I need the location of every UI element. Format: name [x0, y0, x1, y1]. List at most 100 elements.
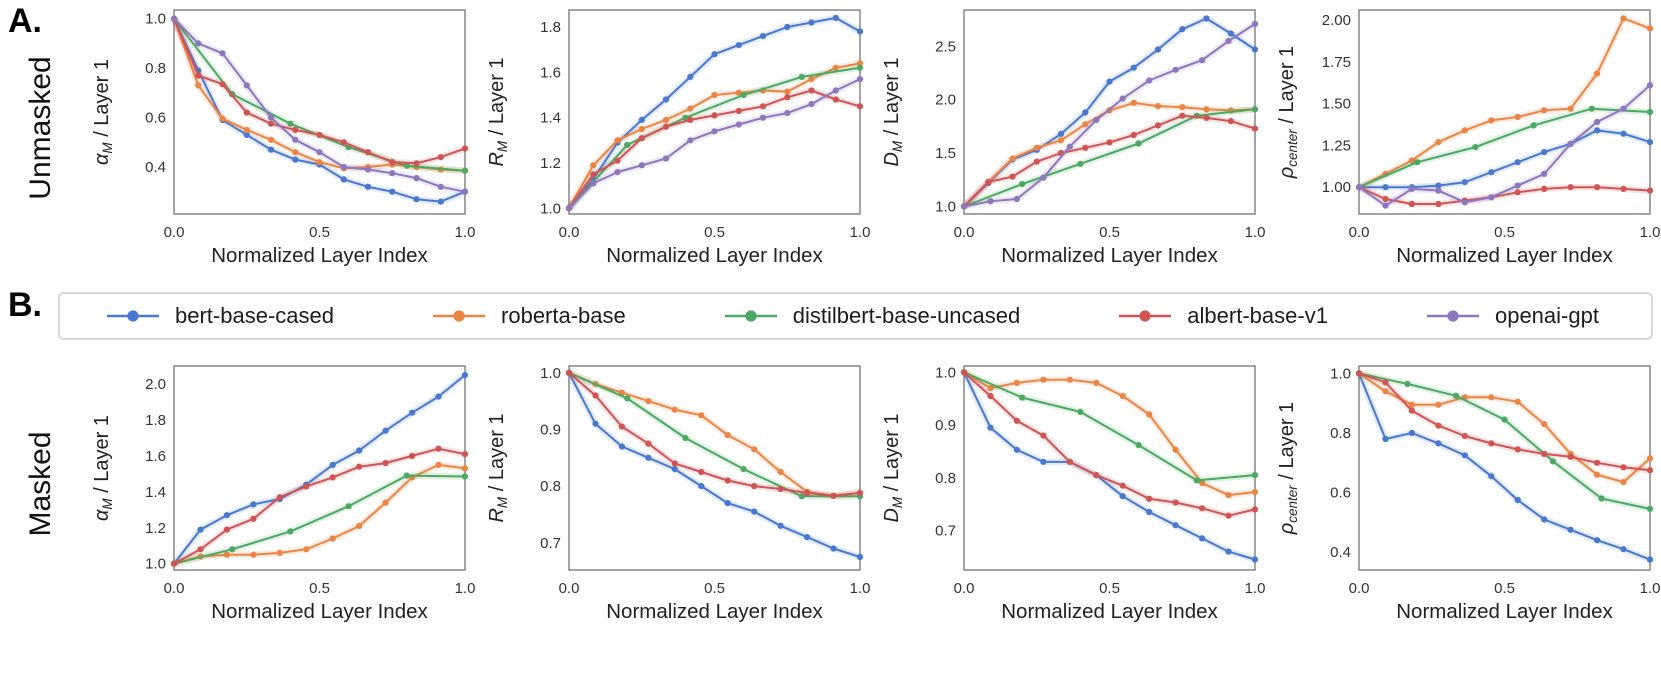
series-line-roberta-base — [568, 62, 861, 209]
y-tick-label: 2.00 — [1322, 12, 1351, 29]
y-tick-label: 1.0 — [935, 199, 956, 216]
x-tick-label: 0.5 — [704, 224, 725, 241]
series-line-bert-base-cased — [963, 371, 1256, 561]
y-tick-label: 1.0 — [1330, 365, 1351, 382]
series-line-openai-gpt — [1358, 84, 1651, 207]
legend-label: openai-gpt — [1494, 303, 1599, 328]
y-axis-label: αM / Layer 1 — [91, 415, 115, 521]
y-tick-label: 0.9 — [540, 421, 561, 438]
x-axis-label: Normalized Layer Index — [211, 600, 428, 623]
x-tick-label: 1.0 — [1640, 224, 1661, 241]
y-tick-label: 1.25 — [1322, 137, 1351, 154]
series-band-roberta-base — [1357, 15, 1652, 191]
y-tick-label: 0.8 — [145, 60, 166, 77]
y-tick-label: 0.8 — [1330, 425, 1351, 442]
x-tick-label: 1.0 — [850, 580, 871, 597]
legend-marker-albert-base-v1 — [1119, 310, 1172, 322]
legend-marker-roberta-base — [433, 310, 486, 322]
legend-item-albert-base-v1: albert-base-v1 — [1118, 303, 1328, 329]
series-line-openai-gpt — [963, 23, 1256, 208]
row-label-unmasked: Unmasked — [24, 56, 57, 200]
series-line-albert-base-v1 — [568, 372, 861, 497]
series-line-roberta-base — [173, 18, 466, 172]
panel-label-b: B. — [8, 286, 42, 324]
y-tick-label: 0.8 — [935, 470, 956, 487]
y-tick-label: 1.6 — [145, 448, 166, 465]
row-masked-gutter: Masked — [0, 356, 82, 628]
x-tick-label: 1.0 — [850, 224, 871, 241]
chart-masked-alpha: 2.0 1.8 1.6 1.4 1.2 1.0 0.0 0.5 1.0 Normalized La… — [91, 365, 476, 623]
series-line-bert-base-cased — [1359, 129, 1651, 189]
legend: bert-base-cased roberta-base distilbert-ba… — [58, 292, 1653, 340]
x-axis-label: Normalized Layer Index — [1396, 244, 1613, 267]
x-axis-label: Normalized Layer Index — [606, 600, 823, 623]
chart-unmasked-rm: 1.8 1.6 1.4 1.2 1.0 0.0 0.5 1.0 Normalized Layer… — [486, 9, 871, 267]
y-tick-label: 1.00 — [1322, 179, 1351, 196]
series-line-albert-base-v1 — [173, 18, 466, 165]
series-line-bert-base-cased — [1358, 373, 1651, 561]
chart-masked-rm: 1.0 0.9 0.8 0.7 0.0 0.5 1.0 Normalized Layer In… — [486, 365, 871, 623]
y-tick-label: 1.2 — [540, 155, 561, 172]
series-line-albert-base-v1 — [1358, 186, 1651, 205]
x-tick-label: 0.5 — [1494, 580, 1515, 597]
y-axis-label: DM / Layer 1 — [881, 413, 905, 522]
y-tick-label: 1.8 — [540, 19, 561, 36]
x-tick-label: 0.0 — [164, 580, 185, 597]
x-tick-label: 1.0 — [455, 580, 476, 597]
chart-unmasked-dm: 2.5 2.0 1.5 1.0 0.0 0.5 1.0 Normalized Layer In… — [881, 9, 1266, 267]
x-tick-label: 0.5 — [309, 580, 330, 597]
chart-unmasked-rho: 2.00 1.75 1.50 1.25 1.00 0.0 0.5 1.0 Normalized … — [1276, 9, 1661, 267]
y-tick-label: 1.5 — [935, 145, 956, 162]
legend-marker-distilbert-base-uncased — [724, 310, 777, 322]
series-points-roberta-base — [960, 369, 1259, 499]
x-tick-label: 1.0 — [1245, 224, 1266, 241]
y-tick-label: 2.0 — [145, 376, 166, 393]
series-band-distilbert-base-uncased — [171, 16, 466, 174]
series-line-bert-base-cased — [173, 374, 466, 565]
row-label-masked: Masked — [24, 431, 57, 537]
y-tick-label: 0.9 — [935, 417, 956, 434]
series-line-bert-base-cased — [568, 372, 861, 558]
x-axis-label: Normalized Layer Index — [1396, 600, 1613, 623]
x-tick-label: 0.0 — [954, 580, 975, 597]
y-tick-label: 1.0 — [145, 556, 166, 573]
x-axis-label: Normalized Layer Index — [211, 244, 428, 267]
x-tick-label: 0.5 — [1494, 224, 1515, 241]
panels-unmasked: 1.0 0.8 0.6 0.4 0.0 0.5 1.0 Normalized Layer In… — [82, 0, 1661, 272]
series-line-distilbert-base-uncased — [1358, 107, 1651, 189]
series-line-distilbert-base-uncased — [568, 371, 860, 498]
series-line-albert-base-v1 — [173, 447, 466, 565]
series-line-distilbert-base-uncased — [173, 18, 466, 172]
row-masked: Masked 2.0 1.8 1.6 1.4 1.2 1.0 0.0 0.5 1.0 Normal… — [0, 356, 1661, 628]
x-tick-label: 0.0 — [954, 224, 975, 241]
chart-masked-rho: 1.0 0.8 0.6 0.4 0.0 0.5 1.0 Normalized Layer In… — [1276, 365, 1660, 623]
y-tick-label: 1.0 — [540, 365, 561, 382]
chart-unmasked-alpha: 1.0 0.8 0.6 0.4 0.0 0.5 1.0 Normalized Layer In… — [91, 9, 475, 267]
legend-label: albert-base-v1 — [1187, 303, 1328, 328]
series-band-roberta-base — [566, 60, 861, 210]
series-points-bert-base-cased — [960, 369, 1259, 563]
x-tick-label: 0.5 — [1099, 580, 1120, 597]
y-axis-label: ρcenter / Layer 1 — [1276, 46, 1300, 179]
legend-item-distilbert-base-uncased: distilbert-base-uncased — [724, 303, 1020, 329]
series-line-distilbert-base-uncased — [568, 66, 861, 209]
series-line-albert-base-v1 — [963, 371, 1256, 517]
series-points-openai-gpt — [960, 20, 1259, 210]
legend-label: distilbert-base-uncased — [792, 303, 1021, 328]
series-line-distilbert-base-uncased — [963, 371, 1256, 482]
y-tick-label: 2.0 — [935, 92, 956, 109]
y-axis-label: RM / Layer 1 — [486, 413, 510, 522]
y-tick-label: 1.0 — [935, 364, 956, 381]
y-tick-label: 0.6 — [1330, 485, 1351, 502]
series-points-distilbert-base-uncased — [565, 369, 864, 500]
y-tick-label: 0.4 — [1330, 544, 1351, 561]
x-tick-label: 0.0 — [164, 224, 185, 241]
legend-marker-bert-base-cased — [107, 310, 159, 322]
series-line-distilbert-base-uncased — [963, 108, 1256, 208]
legend-item-roberta-base: roberta-base — [432, 303, 626, 329]
series-points-albert-base-v1 — [960, 112, 1259, 210]
x-tick-label: 0.0 — [1349, 224, 1370, 241]
y-tick-label: 1.50 — [1322, 96, 1351, 113]
x-tick-label: 0.0 — [559, 580, 580, 597]
